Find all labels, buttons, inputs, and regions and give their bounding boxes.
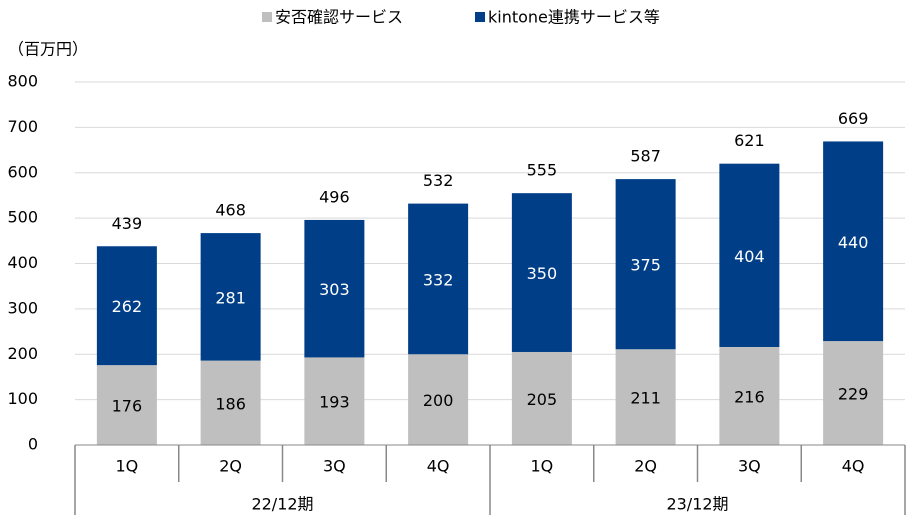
value-label: 281: [215, 288, 246, 307]
bar-segment: [511, 351, 572, 445]
x-tick-label: 1Q: [115, 457, 138, 476]
bar-segment: [96, 365, 157, 445]
x-tick-label: 4Q: [842, 457, 865, 476]
value-label: 303: [319, 280, 350, 299]
bar-segment: [823, 341, 884, 445]
legend-label: kintone連携サービス等: [488, 8, 660, 27]
value-label: 229: [838, 385, 869, 404]
bar-segment: [304, 357, 365, 445]
x-tick-label: 3Q: [738, 457, 761, 476]
x-tick-label: 2Q: [634, 457, 657, 476]
total-label: 621: [734, 131, 765, 150]
bar-segment: [719, 346, 780, 445]
bar-segment: [304, 219, 365, 358]
group-label: 22/12期: [251, 495, 313, 514]
value-label: 193: [319, 393, 350, 412]
value-label: 440: [838, 233, 869, 252]
bar-segment: [615, 179, 676, 350]
bar-segment: [511, 193, 572, 352]
bar-segment: [615, 349, 676, 445]
value-label: 186: [215, 394, 246, 413]
bar-segment: [823, 141, 884, 342]
y-tick-label: 0: [28, 435, 38, 454]
bar-segment: [96, 246, 157, 366]
bar-segment: [408, 354, 469, 445]
value-label: 176: [112, 397, 143, 416]
x-tick-label: 4Q: [427, 457, 450, 476]
value-label: 332: [423, 270, 454, 289]
x-tick-label: 2Q: [219, 457, 242, 476]
bar-segment: [200, 233, 261, 361]
y-tick-label: 800: [7, 72, 38, 91]
x-tick-label: 1Q: [530, 457, 553, 476]
legend-swatch: [475, 12, 485, 22]
legend-label: 安否確認サービス: [275, 8, 403, 27]
bar-segment: [408, 203, 469, 355]
value-label: 205: [527, 390, 558, 409]
total-label: 496: [319, 187, 350, 206]
total-label: 439: [112, 214, 143, 233]
y-tick-label: 500: [7, 208, 38, 227]
total-label: 532: [423, 171, 454, 190]
y-axis-label: （百万円）: [8, 40, 88, 59]
total-label: 468: [215, 201, 246, 220]
y-tick-label: 300: [7, 298, 38, 317]
value-label: 404: [734, 247, 765, 266]
y-tick-label: 700: [7, 117, 38, 136]
legend-swatch: [262, 12, 272, 22]
x-tick-label: 3Q: [323, 457, 346, 476]
value-label: 216: [734, 387, 765, 406]
group-label: 23/12期: [666, 495, 728, 514]
value-label: 200: [423, 391, 454, 410]
bar-segment: [200, 360, 261, 445]
total-label: 669: [838, 109, 869, 128]
bar-segment: [719, 163, 780, 347]
total-label: 587: [630, 147, 661, 166]
y-tick-label: 400: [7, 253, 38, 272]
y-tick-label: 200: [7, 344, 38, 363]
y-tick-label: 600: [7, 162, 38, 181]
y-tick-label: 100: [7, 389, 38, 408]
value-label: 262: [112, 297, 143, 316]
total-label: 555: [527, 161, 558, 180]
value-label: 211: [630, 389, 661, 408]
value-label: 375: [630, 256, 661, 275]
value-label: 350: [527, 264, 558, 283]
